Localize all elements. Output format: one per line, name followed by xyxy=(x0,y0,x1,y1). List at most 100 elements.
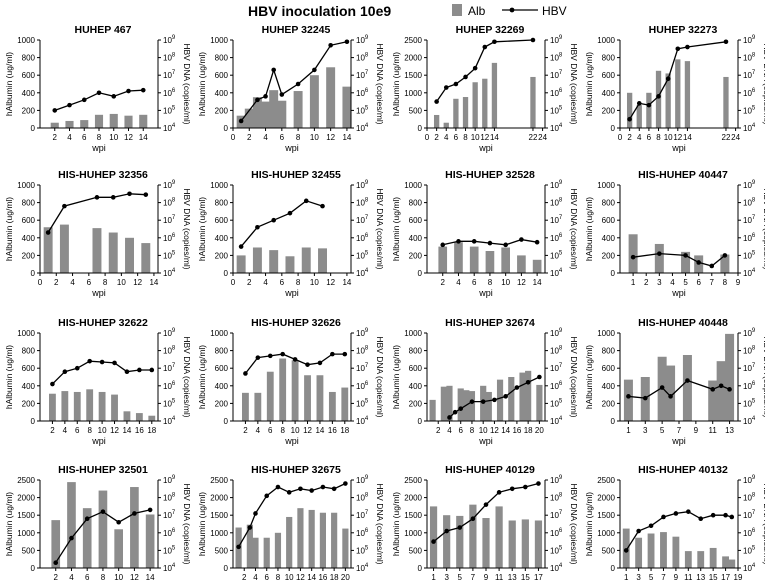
hbv-point xyxy=(456,239,461,244)
y-tick-label: 1000 xyxy=(210,36,228,45)
alb-bar xyxy=(301,247,311,273)
x-tick-label: 6 xyxy=(696,278,701,287)
y-tick-label: 1000 xyxy=(404,529,422,538)
x-tick-label: 14 xyxy=(533,278,542,287)
x-tick-label: 1 xyxy=(631,278,636,287)
x-tick-label: 14 xyxy=(146,573,155,582)
y-axis-label-left: hAlbumin (ug/ml) xyxy=(4,492,14,556)
panel-10: HIS-HUHEP 32626 0 200 400 600 800 1000 2 4 6 8 10 12… xyxy=(197,317,385,446)
hbv-point xyxy=(53,560,59,566)
alb-bar xyxy=(525,370,532,421)
hbv-point xyxy=(255,97,260,103)
hbv-point xyxy=(236,544,241,550)
y2-tick-label: 106 xyxy=(163,88,176,98)
y2-tick-label: 109 xyxy=(163,180,176,190)
y2-tick-label: 106 xyxy=(356,88,369,98)
hbv-point xyxy=(457,525,463,530)
hbv-point xyxy=(303,198,309,204)
x-tick-label: 9 xyxy=(694,426,699,435)
hbv-point xyxy=(482,44,488,50)
hbv-point xyxy=(255,224,260,230)
alb-bar xyxy=(141,243,151,273)
y2-tick-label: 105 xyxy=(163,250,176,260)
panel-title: HIS-HUHEP 32622 xyxy=(58,317,148,329)
x-tick-label: 4 xyxy=(637,133,642,142)
x-tick-label: 14 xyxy=(683,133,692,142)
x-tick-label: 16 xyxy=(512,426,521,435)
y-tick-label: 800 xyxy=(215,347,229,356)
alb-bar xyxy=(725,333,735,421)
y-tick-label: 500 xyxy=(409,546,423,555)
x-tick-label: 10 xyxy=(109,133,118,142)
y-axis-label-left: hAlbumin (ug/ml) xyxy=(4,52,14,116)
alb-bar xyxy=(660,532,667,568)
x-tick-label: 1 xyxy=(626,426,631,435)
alb-bar xyxy=(672,536,680,568)
y-tick-label: 600 xyxy=(602,216,616,225)
hbv-point xyxy=(305,362,310,367)
alb-bar xyxy=(495,506,503,568)
y-tick-label: 1000 xyxy=(597,529,615,538)
alb-bar xyxy=(242,392,249,421)
alb-bar xyxy=(508,520,516,568)
y2-tick-label: 106 xyxy=(163,381,176,391)
hbv-point xyxy=(62,369,68,375)
x-tick-label: 6 xyxy=(280,133,285,142)
hbv-point xyxy=(709,263,715,269)
x-tick-label: 12 xyxy=(480,133,489,142)
y2-tick-label: 106 xyxy=(356,381,369,391)
x-tick-label: 15 xyxy=(521,573,530,582)
y-tick-label: 600 xyxy=(602,71,616,80)
hbv-point xyxy=(469,399,475,404)
y-tick-label: 500 xyxy=(409,106,423,115)
y-tick-label: 400 xyxy=(602,234,616,243)
x-tick-label: 16 xyxy=(135,426,144,435)
y-tick-label: 0 xyxy=(31,269,36,278)
y-tick-label: 600 xyxy=(409,364,423,373)
alb-bar xyxy=(49,393,56,421)
alb-bar xyxy=(51,520,61,568)
x-tick-label: 6 xyxy=(87,278,92,287)
alb-bar xyxy=(266,371,274,421)
x-tick-label: 6 xyxy=(75,426,80,435)
y2-tick-label: 106 xyxy=(356,528,369,538)
alb-bar xyxy=(108,232,118,273)
y2-tick-label: 109 xyxy=(743,328,756,338)
y2-tick-label: 109 xyxy=(550,328,563,338)
x-tick-label: 8 xyxy=(723,278,728,287)
x-tick-label: 8 xyxy=(470,426,475,435)
y-tick-label: 1000 xyxy=(17,529,35,538)
alb-bar xyxy=(252,97,262,128)
y2-tick-label: 105 xyxy=(356,398,369,408)
hbv-point xyxy=(255,355,261,360)
x-tick-label: 2 xyxy=(247,133,252,142)
alb-bar xyxy=(331,512,338,568)
y-tick-label: 1500 xyxy=(404,511,422,520)
x-tick-label: 8 xyxy=(656,133,661,142)
x-tick-label: 24 xyxy=(538,133,547,142)
x-tick-label: 6 xyxy=(472,278,477,287)
y2-tick-label: 107 xyxy=(356,510,369,520)
alb-bar xyxy=(252,247,262,273)
y-axis-label-right: HBV DNA (copies/ml) xyxy=(762,43,765,124)
x-tick-label: 0 xyxy=(231,278,236,287)
alb-bar xyxy=(82,508,92,568)
alb-bar xyxy=(626,92,633,128)
y-axis-label-right: HBV DNA (copies/ml) xyxy=(182,483,192,564)
y-tick-label: 600 xyxy=(215,216,229,225)
x-tick-label: 2 xyxy=(53,133,58,142)
x-tick-label: 9 xyxy=(484,573,489,582)
y2-tick-label: 106 xyxy=(356,233,369,243)
hbv-point xyxy=(492,397,497,403)
alb-bar xyxy=(647,533,655,568)
hbv-line xyxy=(47,193,146,233)
x-tick-label: 7 xyxy=(710,278,715,287)
alb-bar xyxy=(684,551,692,568)
alb-bar xyxy=(50,122,59,128)
x-tick-label: 4 xyxy=(70,278,75,287)
hbv-point xyxy=(496,490,502,495)
hbv-point xyxy=(149,367,155,373)
alb-bar xyxy=(139,114,148,128)
hbv-line xyxy=(240,200,323,248)
